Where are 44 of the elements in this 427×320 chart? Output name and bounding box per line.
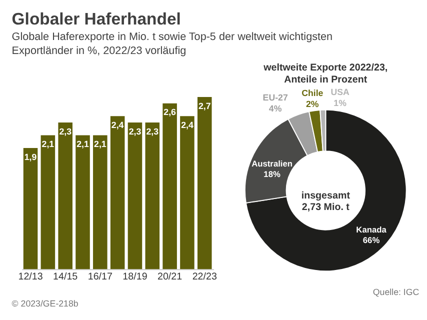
bar [23,148,38,270]
slice-label: Australien [252,158,292,168]
chart-title: Globaler Haferhandel [12,9,181,28]
text: insgesamt 2,73 Mio. t [301,190,351,214]
chart-subtitle: Globale Haferexporte in Mio. t sowie Top-5 der weltweit wichtigsten Exportländer in %, 2022/23 vorläufig [12,30,333,57]
slice-label: USA [330,87,350,98]
data-label: 2,4 [181,120,194,130]
bar [110,116,125,270]
x-tick-label: 16/17 [88,272,112,283]
slice-label: Kanada [356,224,387,234]
x-tick-label: 18/19 [122,272,148,283]
slice-label: Chile [302,88,324,98]
data-label: 2,4 [111,120,124,130]
bar [40,135,56,270]
bar [197,97,212,270]
bar [145,122,160,270]
x-tick-label: 12/13 [18,272,44,283]
slice-label: EU-27 [262,92,288,103]
data-label: 2,1 [42,139,54,150]
data-label: 2,3 [146,126,159,136]
x-tick-label: 14/15 [53,272,78,283]
bar [76,135,90,270]
data-label: 2,7 [198,100,211,111]
bar [162,103,177,270]
data-label: 2,3 [128,126,142,136]
bar [128,122,142,270]
bar [180,116,194,270]
data-label: 2,1 [76,139,89,150]
text: © 2023/GE-218b [12,298,78,309]
data-label: 2,1 [94,139,106,150]
data-label: 2,6 [164,107,176,118]
bar [58,122,72,270]
data-label: 66% [362,234,380,245]
data-label: 1% [334,98,347,108]
x-tick-label: 20/21 [157,272,182,283]
x-tick-label: 22/23 [192,272,218,283]
data-label: 2% [306,98,319,109]
bar [93,135,108,270]
data-label: 18% [264,168,281,179]
data-label: 4% [268,104,282,114]
chart-title: weltweite Exporte 2022/23, Anteile in Prozent [262,62,388,86]
data-label: 1,9 [24,152,37,162]
data-label: 2,3 [59,126,72,136]
source-note: Quelle: IGC [372,286,420,297]
